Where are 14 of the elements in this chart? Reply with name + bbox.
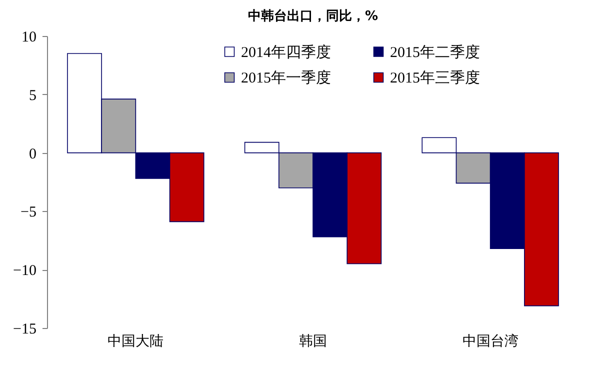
- legend-label: 2015年一季度: [241, 70, 331, 86]
- y-tick-label: −5: [20, 204, 36, 221]
- y-tick-label: 0: [29, 146, 36, 162]
- legend-label: 2015年二季度: [390, 44, 480, 61]
- x-tick-label: 中国大陆: [108, 334, 164, 350]
- y-tick-label: 10: [22, 30, 36, 46]
- x-tick-label: 中国台湾: [462, 334, 518, 350]
- y-tick-label: 5: [29, 88, 36, 104]
- legend-label: 2014年四季度: [241, 44, 331, 61]
- chart-title: 中韩台出口，同比，%: [248, 8, 378, 24]
- legend-label: 2015年三季度: [390, 70, 480, 86]
- x-tick-label: 韩国: [299, 334, 327, 350]
- y-tick-label: −15: [13, 322, 36, 338]
- y-tick-label: −10: [13, 263, 36, 280]
